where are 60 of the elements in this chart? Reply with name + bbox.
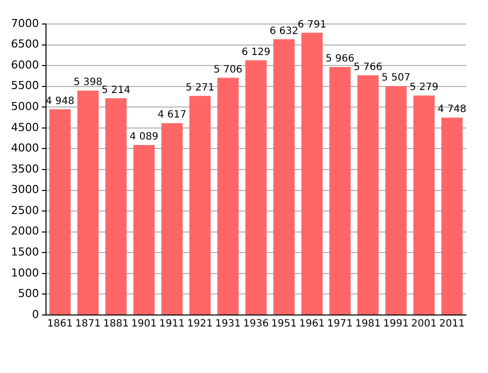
y-tick-label: 5000 [10, 100, 39, 113]
bar [413, 96, 435, 314]
data-label: 6 129 [242, 46, 270, 58]
y-tick-label: 4500 [10, 120, 39, 134]
bar [77, 90, 99, 314]
x-tick-label: 1991 [383, 318, 409, 330]
bar [245, 60, 267, 314]
data-label: 4 617 [158, 110, 186, 121]
data-label: 4 089 [130, 132, 158, 143]
bar [273, 39, 295, 314]
data-label: 5 279 [410, 82, 438, 94]
bar [217, 78, 239, 314]
data-label: 5 507 [382, 72, 410, 84]
data-label: 5 398 [74, 77, 102, 88]
bar [189, 96, 211, 314]
x-tick-label: 1931 [215, 318, 241, 330]
data-label: 6 632 [270, 26, 298, 37]
x-tick-label: 1871 [75, 318, 101, 330]
y-tick-label: 6000 [10, 58, 39, 72]
y-tick-label: 7000 [10, 16, 39, 30]
data-label: 4 748 [438, 104, 466, 116]
bar [49, 109, 71, 314]
bar [105, 98, 127, 314]
x-tick-label: 1881 [103, 318, 129, 330]
y-tick-label: 3500 [10, 162, 39, 176]
y-tick-label: 4000 [10, 142, 39, 155]
bar [133, 145, 155, 314]
x-tick-label: 2011 [439, 318, 465, 330]
y-tick-label: 2000 [10, 224, 39, 238]
y-tick-label: 1500 [10, 246, 39, 258]
x-tick-label: 1901 [131, 318, 157, 330]
data-label: 6 791 [298, 19, 326, 30]
bar [329, 66, 351, 314]
x-tick-label: 2001 [411, 318, 437, 330]
x-tick-label: 1971 [327, 318, 353, 330]
x-tick-label: 1911 [159, 318, 185, 330]
bar [385, 86, 407, 314]
data-label: 5 966 [326, 54, 354, 65]
data-label: 5 271 [186, 82, 214, 94]
y-tick-label: 2500 [10, 204, 39, 217]
x-tick-label: 1961 [299, 318, 325, 330]
bar [441, 118, 463, 314]
bar [161, 123, 183, 314]
y-tick-label: 5500 [10, 79, 39, 92]
y-tick-label: 1000 [10, 266, 39, 280]
y-tick-label: 0 [32, 308, 39, 321]
y-tick-label: 500 [18, 287, 39, 300]
x-tick-label: 1921 [187, 318, 213, 330]
bar [357, 75, 379, 314]
x-tick-label: 1936 [243, 318, 269, 330]
bar [301, 32, 323, 314]
y-tick-label: 6500 [10, 38, 39, 51]
x-tick-label: 1981 [355, 318, 381, 330]
data-label: 5 706 [214, 64, 242, 76]
x-tick-label: 1861 [47, 318, 73, 330]
data-label: 4 948 [46, 96, 74, 107]
data-label: 5 214 [102, 84, 130, 96]
y-tick-label: 3000 [10, 183, 39, 196]
x-tick-label: 1951 [271, 318, 297, 330]
data-label: 5 766 [354, 62, 382, 73]
